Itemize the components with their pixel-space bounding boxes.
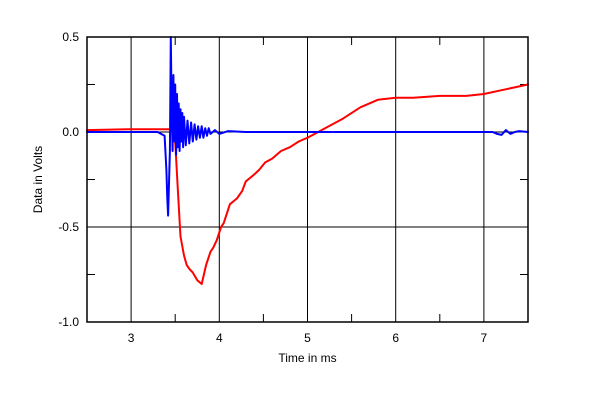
- y-tick-label: -1.0: [58, 315, 79, 329]
- series-line-2: [86, 36, 529, 217]
- series-group: [86, 36, 529, 285]
- x-tick-labels: 3 4 5 6 7: [128, 331, 488, 345]
- x-tick-label: 7: [481, 331, 488, 345]
- y-tick-label: 0.0: [62, 125, 79, 139]
- x-axis-title: Time in ms: [278, 351, 336, 365]
- plot-frame: [86, 36, 529, 323]
- grid: [87, 37, 528, 322]
- x-tick-label: 6: [392, 331, 399, 345]
- series-line-1: [86, 83, 529, 285]
- x-tick-label: 4: [216, 331, 223, 345]
- y-tick-label: -0.5: [58, 220, 79, 234]
- x-tick-label: 5: [304, 331, 311, 345]
- x-tick-label: 3: [128, 331, 135, 345]
- y-tick-label: 0.5: [62, 30, 79, 44]
- y-axis-title: Data in Volts: [31, 146, 45, 213]
- y-tick-labels: -1.0 -0.5 0.0 0.5: [58, 30, 79, 329]
